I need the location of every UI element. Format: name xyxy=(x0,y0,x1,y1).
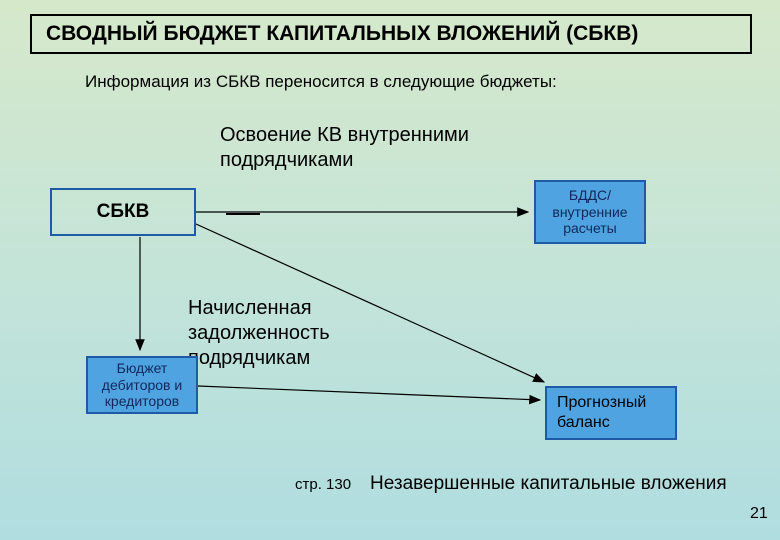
footer-text: Незавершенные капитальные вложения xyxy=(370,473,727,494)
node-sbkv-label: СБКВ xyxy=(97,201,150,223)
text-block-1-line2: подрядчиками xyxy=(220,148,469,173)
page-number-text: 21 xyxy=(750,505,768,522)
text-block-2-line1: Начисленная xyxy=(188,296,330,321)
page-number: 21 xyxy=(750,505,768,523)
node-bdds-label: БДДС/ внутренние расчеты xyxy=(552,187,627,237)
node-forecast-label: Прогнозный баланс xyxy=(557,393,646,433)
subtitle: Информация из СБКВ переносится в следующ… xyxy=(85,72,557,92)
edge-3 xyxy=(198,386,540,400)
footer: стр. 130 Незавершенные капитальные вложе… xyxy=(295,472,727,496)
node-debtors-label: Бюджет дебиторов и кредиторов xyxy=(102,360,182,410)
node-debtors: Бюджет дебиторов и кредиторов xyxy=(86,356,198,414)
text-block-2-line2: задолженность xyxy=(188,321,330,346)
text-block-1: Освоение КВ внутренними подрядчиками xyxy=(220,123,469,173)
node-sbkv: СБКВ xyxy=(50,188,196,236)
text-block-2: Начисленная задолженность подрядчикам xyxy=(188,296,330,371)
footer-prefix: стр. 130 xyxy=(295,476,351,493)
title-text: СВОДНЫЙ БЮДЖЕТ КАПИТАЛЬНЫХ ВЛОЖЕНИЙ (СБК… xyxy=(46,22,638,45)
title-box: СВОДНЫЙ БЮДЖЕТ КАПИТАЛЬНЫХ ВЛОЖЕНИЙ (СБК… xyxy=(30,14,752,54)
subtitle-text: Информация из СБКВ переносится в следующ… xyxy=(85,72,557,91)
text-block-2-line3: подрядчикам xyxy=(188,346,330,371)
node-forecast: Прогнозный баланс xyxy=(545,386,677,440)
text-block-1-line1: Освоение КВ внутренними xyxy=(220,123,469,148)
node-bdds: БДДС/ внутренние расчеты xyxy=(534,180,646,244)
